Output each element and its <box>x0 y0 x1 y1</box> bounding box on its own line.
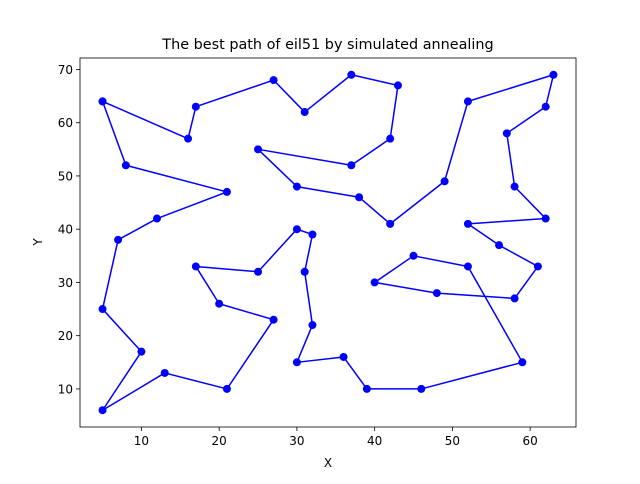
city-point <box>409 251 418 260</box>
city-point <box>254 267 263 276</box>
city-point <box>355 193 364 202</box>
x-tick-label: 40 <box>367 434 382 448</box>
plot-frame <box>79 57 577 428</box>
city-point <box>292 182 301 191</box>
city-point <box>533 262 542 271</box>
x-tick-label: 30 <box>289 434 304 448</box>
city-point <box>98 406 107 415</box>
city-point <box>339 352 348 361</box>
city-point <box>254 145 263 154</box>
city-point <box>222 384 231 393</box>
x-tick-label: 10 <box>134 434 149 448</box>
city-point <box>347 161 356 170</box>
city-point <box>300 267 309 276</box>
city-point <box>549 70 558 79</box>
y-tick-label: 70 <box>58 63 73 77</box>
city-point <box>269 315 278 324</box>
city-point <box>98 305 107 314</box>
x-tick-label: 50 <box>445 434 460 448</box>
city-point <box>495 241 504 250</box>
city-point <box>362 384 371 393</box>
city-point <box>215 299 224 308</box>
y-tick-label: 50 <box>58 169 73 183</box>
city-point <box>98 97 107 106</box>
city-point <box>308 321 317 330</box>
city-point <box>300 108 309 117</box>
y-tick-label: 10 <box>58 382 73 396</box>
city-point <box>292 225 301 234</box>
city-point <box>191 102 200 111</box>
city-point <box>510 182 519 191</box>
city-point <box>191 262 200 271</box>
city-point <box>137 347 146 356</box>
x-axis-label: X <box>324 456 332 470</box>
city-point <box>510 294 519 303</box>
city-point <box>386 219 395 228</box>
city-point <box>463 219 472 228</box>
city-point <box>308 230 317 239</box>
y-tick-label: 60 <box>58 116 73 130</box>
city-point <box>417 384 426 393</box>
city-point <box>502 129 511 138</box>
city-point <box>518 358 527 367</box>
city-point <box>121 161 130 170</box>
city-point <box>541 214 550 223</box>
city-point <box>541 102 550 111</box>
x-tick-label: 20 <box>212 434 227 448</box>
city-point <box>114 235 123 244</box>
city-point <box>269 76 278 85</box>
city-point <box>152 214 161 223</box>
chart-title: The best path of eil51 by simulated anne… <box>161 37 493 53</box>
city-point <box>432 289 441 298</box>
y-tick-label: 30 <box>58 276 73 290</box>
city-point <box>393 81 402 90</box>
x-tick-label: 60 <box>522 434 537 448</box>
city-point <box>347 70 356 79</box>
y-axis-label: Y <box>31 238 45 247</box>
plot-area: 10 20 30 40 50 60 10 20 30 40 50 60 70 <box>58 57 577 448</box>
y-tick-label: 20 <box>58 329 73 343</box>
city-point <box>386 134 395 143</box>
city-point <box>463 262 472 271</box>
city-point <box>463 97 472 106</box>
city-point <box>184 134 193 143</box>
city-point <box>292 358 301 367</box>
city-point <box>370 278 379 287</box>
city-point <box>440 177 449 186</box>
city-point <box>222 187 231 196</box>
city-point <box>160 368 169 377</box>
y-tick-label: 40 <box>58 223 73 237</box>
